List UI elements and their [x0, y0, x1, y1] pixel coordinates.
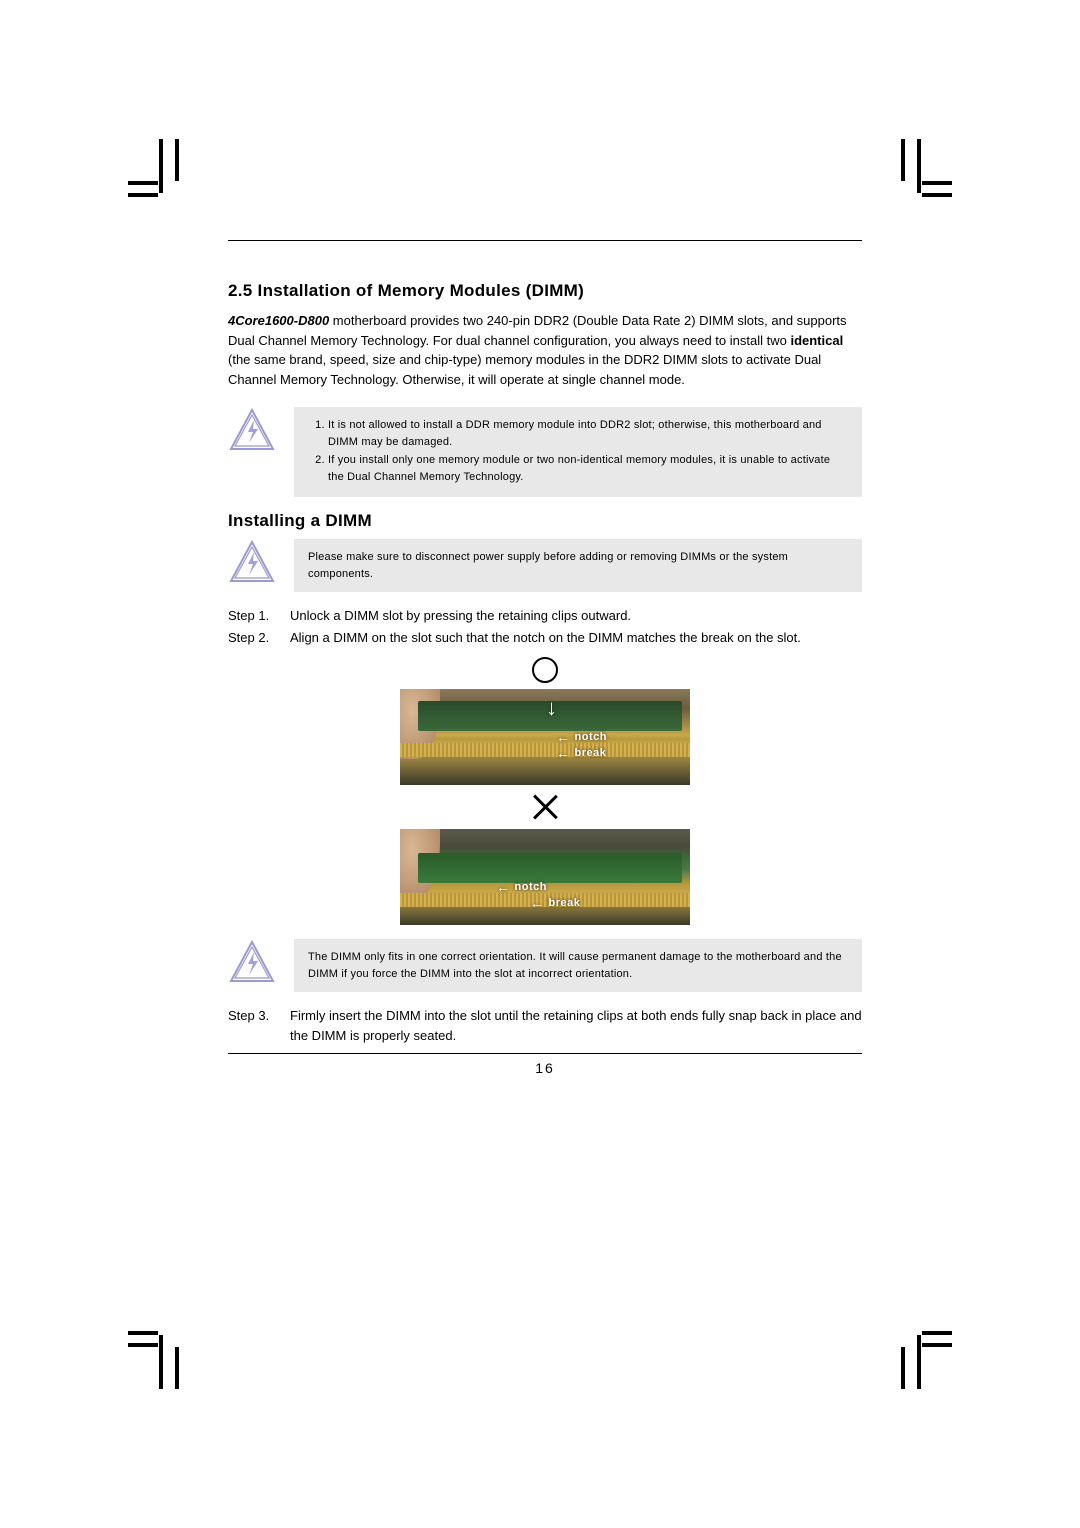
- warning-item: If you install only one memory module or…: [328, 452, 848, 485]
- intro-paragraph: 4Core1600-D800 motherboard provides two …: [228, 311, 862, 389]
- arrow-left-icon: ←: [530, 895, 545, 911]
- section-title: 2.5 Installation of Memory Modules (DIMM…: [228, 281, 862, 301]
- warning-box-3: The DIMM only fits in one correct orient…: [294, 939, 862, 992]
- warning-item: It is not allowed to install a DDR memor…: [328, 417, 848, 450]
- lightning-icon: [228, 407, 276, 455]
- break-label: ←break: [556, 745, 606, 761]
- arrow-left-icon: ←: [556, 729, 571, 745]
- dimm-correct-photo: ↓ ←notch ←break: [400, 689, 690, 785]
- rule-top: [228, 240, 862, 241]
- correct-indicator-icon: [532, 657, 558, 683]
- step-text: Unlock a DIMM slot by pressing the retai…: [290, 606, 862, 626]
- step-row: Step 2. Align a DIMM on the slot such th…: [228, 628, 862, 648]
- step-label: Step 2.: [228, 628, 290, 648]
- arrow-down-icon: ↓: [546, 695, 557, 721]
- arrow-left-icon: ←: [556, 745, 571, 761]
- notch-label: ←notch: [496, 879, 547, 895]
- warning-block-3: The DIMM only fits in one correct orient…: [228, 939, 862, 992]
- identical-word: identical: [790, 333, 843, 348]
- board-model: 4Core1600-D800: [228, 313, 329, 328]
- step-label: Step 3.: [228, 1006, 290, 1045]
- warning-box-1: It is not allowed to install a DDR memor…: [294, 407, 862, 497]
- page-content: 2.5 Installation of Memory Modules (DIMM…: [228, 240, 862, 1076]
- notch-label: ←notch: [556, 729, 607, 745]
- step-text: Align a DIMM on the slot such that the n…: [290, 628, 862, 648]
- dimm-incorrect-photo: ←notch ←break: [400, 829, 690, 925]
- intro-text-2: (the same brand, speed, size and chip-ty…: [228, 352, 821, 387]
- lightning-icon: [228, 539, 276, 587]
- step-row: Step 1. Unlock a DIMM slot by pressing t…: [228, 606, 862, 626]
- incorrect-indicator-icon: [531, 793, 559, 821]
- step-row: Step 3. Firmly insert the DIMM into the …: [228, 1006, 862, 1045]
- warning-block-1: It is not allowed to install a DDR memor…: [228, 407, 862, 497]
- page-number: 16: [228, 1060, 862, 1076]
- step-label: Step 1.: [228, 606, 290, 626]
- step-text: Firmly insert the DIMM into the slot unt…: [290, 1006, 862, 1045]
- warning-box-2: Please make sure to disconnect power sup…: [294, 539, 862, 592]
- rule-bottom: [228, 1053, 862, 1054]
- arrow-left-icon: ←: [496, 879, 511, 895]
- warning-block-2: Please make sure to disconnect power sup…: [228, 539, 862, 592]
- steps-list: Step 1. Unlock a DIMM slot by pressing t…: [228, 606, 862, 647]
- steps-list-2: Step 3. Firmly insert the DIMM into the …: [228, 1006, 862, 1045]
- break-label: ←break: [530, 895, 580, 911]
- subheading: Installing a DIMM: [228, 511, 862, 531]
- lightning-icon: [228, 939, 276, 987]
- figure-area: ↓ ←notch ←break ←notch ←break: [400, 657, 690, 925]
